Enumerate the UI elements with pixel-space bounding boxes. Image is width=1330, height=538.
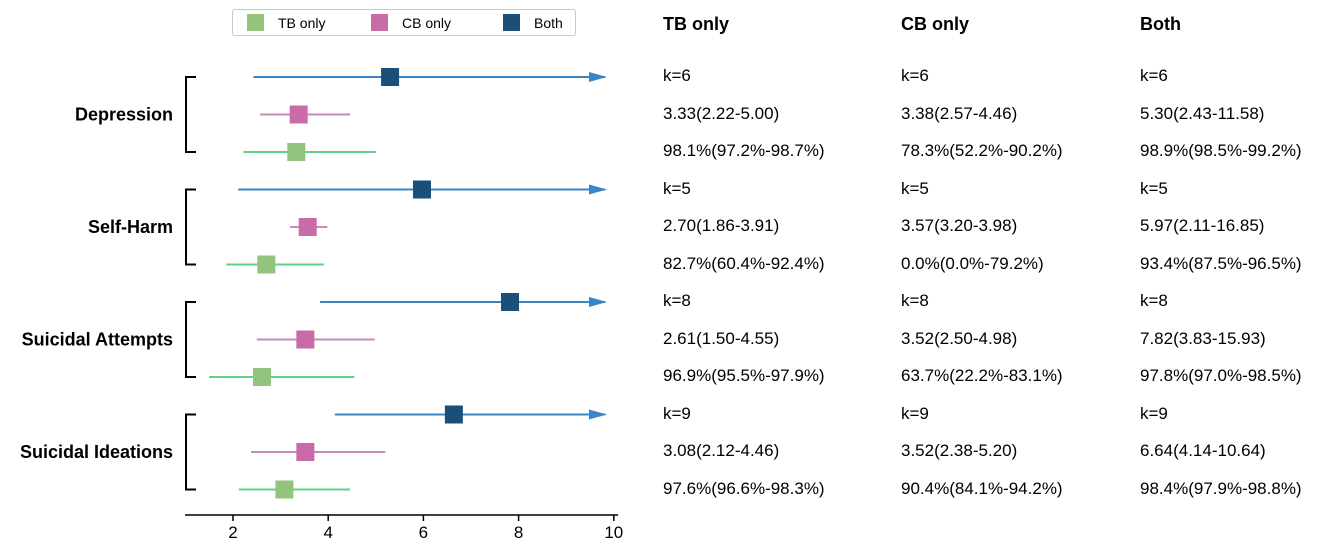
table-cell: 78.3%(52.2%-90.2%): [901, 141, 1063, 160]
legend-label-both: Both: [534, 14, 563, 31]
table-cell: k=6: [901, 66, 929, 85]
legend-item-both: Both: [503, 10, 563, 35]
table-cell: 97.6%(96.6%-98.3%): [663, 478, 825, 498]
legend-item-cb: CB only: [371, 10, 451, 35]
table-cell: k=8: [901, 291, 929, 310]
group-label-3: Suicidal Ideations: [20, 442, 173, 462]
table-cell: 63.7%(22.2%-83.1%): [901, 366, 1063, 385]
table-header-both: Both: [1140, 14, 1181, 34]
table-cell: 3.38(2.57-4.46): [901, 103, 1018, 123]
point-estimate-1-2: [257, 255, 276, 274]
x-tick-label-4: 4: [323, 523, 332, 538]
table-cell: 3.52(2.50-4.98): [901, 328, 1018, 348]
point-estimate-2-2: [253, 368, 272, 386]
x-tick-label-8: 8: [514, 523, 523, 538]
x-tick-label-2: 2: [228, 523, 237, 538]
table-cell: k=5: [901, 178, 929, 198]
table-header-tb: TB only: [663, 14, 729, 34]
table-cell: k=8: [663, 291, 691, 310]
legend: TB only CB only Both: [232, 9, 576, 36]
table-cell: 3.08(2.12-4.46): [663, 441, 780, 460]
point-estimate-2-1: [296, 330, 315, 349]
group-label-0: Depression: [75, 105, 173, 125]
table-cell: 98.1%(97.2%-98.7%): [663, 141, 825, 160]
legend-label-cb: CB only: [402, 14, 452, 31]
legend-label-tb: TB only: [278, 14, 326, 31]
table-header-cb: CB only: [901, 14, 970, 34]
table-cell: 3.33(2.22-5.00): [663, 103, 780, 123]
x-tick-label-6: 6: [419, 523, 428, 538]
table-cell: 98.9%(98.5%-99.2%): [1140, 141, 1302, 160]
legend-swatch-both: [503, 14, 520, 31]
table-cell: 90.4%(84.1%-94.2%): [901, 478, 1063, 498]
table-cell: 7.82(3.83-15.93): [1140, 328, 1266, 348]
table-cell: k=5: [1140, 178, 1168, 198]
legend-swatch-cb: [371, 14, 388, 31]
table-cell: 2.61(1.50-4.55): [663, 328, 780, 348]
table-cell: 97.8%(97.0%-98.5%): [1140, 366, 1302, 385]
x-tick-label-10: 10: [604, 523, 623, 538]
table-cell: 3.57(3.20-3.98): [901, 216, 1018, 235]
table-cell: 3.52(2.38-5.20): [901, 441, 1018, 460]
table-cell: k=9: [1140, 403, 1168, 423]
table-cell: k=9: [901, 403, 929, 423]
table-cell: 6.64(4.14-10.64): [1140, 441, 1266, 460]
group-label-2: Suicidal Attempts: [22, 330, 173, 350]
table-cell: 0.0%(0.0%-79.2%): [901, 253, 1044, 273]
table-cell: k=9: [663, 403, 691, 423]
group-label-1: Self-Harm: [88, 217, 173, 237]
table-cell: k=6: [1140, 66, 1168, 85]
table-cell: k=5: [663, 178, 691, 198]
point-estimate-0-1: [289, 105, 308, 124]
table-cell: k=8: [1140, 291, 1168, 310]
table-cell: 5.97(2.11-16.85): [1140, 216, 1265, 235]
point-estimate-2-0: [501, 293, 520, 311]
group-bracket-3: [185, 413, 196, 491]
group-bracket-1: [185, 188, 196, 266]
point-estimate-3-0: [444, 405, 463, 424]
table-cell: 2.70(1.86-3.91): [663, 216, 780, 235]
table-cell: 5.30(2.43-11.58): [1140, 103, 1265, 123]
point-estimate-1-0: [412, 180, 431, 199]
table-cell: 82.7%(60.4%-92.4%): [663, 253, 825, 273]
legend-swatch-tb: [247, 14, 264, 31]
table-cell: 98.4%(97.9%-98.8%): [1140, 478, 1302, 498]
legend-item-tb: TB only: [247, 10, 325, 35]
point-estimate-3-2: [275, 480, 294, 499]
group-bracket-2: [185, 301, 196, 378]
group-bracket-0: [185, 76, 196, 153]
point-estimate-0-0: [381, 68, 400, 86]
table-cell: 93.4%(87.5%-96.5%): [1140, 253, 1302, 273]
point-estimate-1-1: [298, 218, 317, 236]
point-estimate-3-1: [296, 443, 315, 461]
point-estimate-0-2: [287, 143, 306, 161]
table-cell: k=6: [663, 66, 691, 85]
table-cell: 96.9%(95.5%-97.9%): [663, 366, 825, 385]
